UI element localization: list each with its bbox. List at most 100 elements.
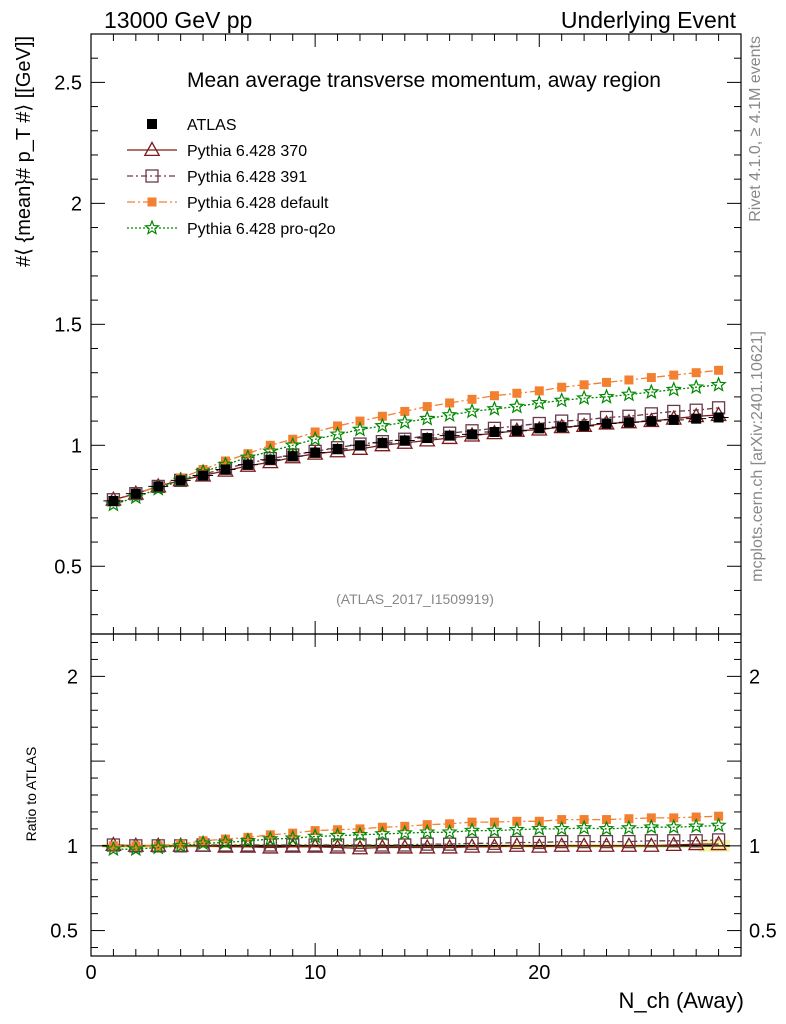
ratio-point-pythia-6-428-370 — [553, 837, 570, 852]
ratio-point-pythia-6-428-pro-q2o — [688, 817, 705, 834]
ratio-point-pythia-6-428-pro-q2o — [396, 824, 413, 841]
y-tick-label: 2 — [71, 193, 82, 215]
ratio-point-pythia-6-428-391 — [398, 838, 412, 852]
data-point-pythia-6-428-default — [243, 449, 253, 459]
legend-marker-pythia-6-428-default — [147, 197, 157, 207]
data-point-pythia-6-428-default — [669, 370, 679, 380]
data-point-pythia-6-428-pro-q2o — [531, 394, 548, 410]
ratio-line-pythia-6-428-391 — [113, 839, 719, 847]
ratio-point-pythia-6-428-391 — [353, 838, 367, 852]
data-point-pythia-6-428-default — [624, 375, 634, 385]
data-point-pythia-6-428-default — [579, 380, 589, 390]
ratio-tick-label-right: 0.5 — [749, 921, 777, 943]
ratio-point-pythia-6-428-default — [624, 814, 634, 824]
ratio-point-pythia-6-428-pro-q2o — [553, 820, 570, 836]
legend-entry-pythia-6-428-370: Pythia 6.428 370 — [127, 141, 307, 160]
data-point-pythia-6-428-pro-q2o — [396, 413, 413, 430]
ratio-point-pythia-6-428-391 — [465, 836, 479, 850]
legend-marker-pythia-6-428-pro-q2o — [143, 219, 161, 235]
y-axis-label: #⟨ {mean}# p_T #⟩ [[GeV]] — [13, 36, 35, 267]
legend: ATLAS Pythia 6.428 370 Pythia 6.428 391 Pyt… — [127, 117, 336, 238]
ratio-point-pythia-6-428-391 — [532, 835, 546, 850]
ratio-point-pythia-6-428-pro-q2o — [643, 818, 660, 835]
analysis-id: (ATLAS_2017_I1509919) — [336, 591, 494, 607]
data-point-pythia-6-428-default — [220, 456, 230, 466]
legend-label-pythia-6-428-370: Pythia 6.428 370 — [187, 143, 307, 160]
ratio-point-pythia-6-428-default — [176, 839, 186, 849]
ratio-point-pythia-6-428-370 — [329, 838, 346, 854]
ratio-point-pythia-6-428-pro-q2o — [531, 820, 548, 836]
ratio-series-pythia-6-428-pro-q2o — [105, 816, 727, 857]
data-point-pythia-6-428-pro-q2o — [643, 383, 660, 399]
ratio-point-pythia-6-428-391 — [510, 835, 524, 850]
ratio-point-pythia-6-428-default — [602, 815, 612, 825]
ratio-point-pythia-6-428-default — [714, 811, 724, 821]
ratio-point-pythia-6-428-pro-q2o — [486, 822, 503, 838]
ratio-point-pythia-6-428-391 — [577, 834, 591, 849]
data-point-pythia-6-428-pro-q2o — [553, 391, 570, 408]
ratio-point-pythia-6-428-pro-q2o — [419, 823, 436, 840]
data-point-pythia-6-428-default — [714, 365, 724, 375]
ratio-point-pythia-6-428-370 — [262, 838, 279, 854]
ratio-point-pythia-6-428-pro-q2o — [307, 827, 324, 844]
data-point-pythia-6-428-default — [467, 394, 477, 404]
y-tick-label: 1.5 — [54, 314, 82, 336]
series-line-pythia-6-428-370 — [113, 414, 719, 501]
ratio-point-pythia-6-428-370 — [418, 838, 436, 854]
axes-layer: 0 10 20 0.5 1 1.5 2 2.5 0.5 0.5 1 1 2 2 — [50, 33, 777, 984]
ratio-point-pythia-6-428-391 — [644, 834, 658, 848]
data-point-pythia-6-428-pro-q2o — [620, 385, 638, 402]
ratio-point-pythia-6-428-pro-q2o — [351, 826, 369, 842]
ratio-point-pythia-6-428-370 — [508, 837, 526, 852]
ratio-point-pythia-6-428-370 — [396, 838, 414, 854]
ratio-point-pythia-6-428-pro-q2o — [374, 825, 391, 841]
ratio-point-pythia-6-428-default — [198, 836, 208, 846]
ratio-tick-label-left: 1 — [67, 836, 78, 858]
ratio-point-pythia-6-428-pro-q2o — [284, 829, 301, 846]
data-point-pythia-6-428-pro-q2o — [262, 442, 279, 459]
x-tick-label: 10 — [304, 962, 326, 984]
data-point-pythia-6-428-default — [646, 373, 656, 383]
ratio-point-pythia-6-428-370 — [643, 837, 660, 852]
header-left: 13000 GeV pp — [104, 7, 252, 33]
ratio-point-pythia-6-428-pro-q2o — [127, 840, 144, 857]
legend-entry-pythia-6-428-391: Pythia 6.428 391 — [127, 169, 307, 186]
ratio-series-layer — [105, 811, 727, 857]
ratio-point-pythia-6-428-370 — [463, 837, 481, 853]
data-point-pythia-6-428-default — [602, 377, 612, 387]
ratio-point-pythia-6-428-pro-q2o — [508, 821, 525, 837]
ratio-point-pythia-6-428-pro-q2o — [598, 820, 615, 836]
ratio-point-pythia-6-428-default — [288, 828, 298, 838]
data-point-pythia-6-428-pro-q2o — [351, 421, 369, 437]
ratio-point-pythia-6-428-370 — [530, 837, 548, 853]
legend-marker-pythia-6-428-391 — [145, 169, 159, 183]
data-point-pythia-6-428-pro-q2o — [575, 389, 593, 406]
ratio-point-pythia-6-428-370 — [710, 835, 727, 851]
data-point-pythia-6-428-default — [534, 386, 544, 396]
x-tick-label: 0 — [85, 962, 96, 984]
data-point-pythia-6-428-pro-q2o — [441, 406, 458, 422]
data-point-pythia-6-428-pro-q2o — [486, 400, 503, 416]
ratio-point-pythia-6-428-default — [153, 841, 163, 851]
legend-marker-atlas — [147, 119, 157, 129]
y-tick-label: 2.5 — [54, 72, 82, 94]
y-tick-label: 1 — [71, 435, 82, 457]
data-point-pythia-6-428-pro-q2o — [710, 376, 727, 392]
ratio-point-pythia-6-428-pro-q2o — [239, 832, 257, 848]
ratio-tick-label-left: 2 — [67, 666, 78, 688]
ratio-point-pythia-6-428-default — [669, 813, 679, 823]
data-point-pythia-6-428-pro-q2o — [688, 378, 705, 395]
ratio-point-pythia-6-428-default — [557, 815, 567, 825]
series-line-pythia-6-428-default — [113, 369, 719, 502]
ratio-point-pythia-6-428-default — [108, 841, 118, 851]
ratio-point-pythia-6-428-pro-q2o — [575, 819, 593, 835]
ratio-point-pythia-6-428-370 — [620, 837, 638, 852]
ratio-point-pythia-6-428-391 — [667, 834, 681, 848]
data-point-pythia-6-428-default — [422, 402, 432, 412]
series-line-pythia-6-428-391 — [113, 407, 719, 501]
ratio-point-pythia-6-428-pro-q2o — [194, 834, 212, 851]
x-tick-label: 20 — [528, 962, 550, 984]
legend-entry-atlas: ATLAS — [147, 117, 237, 134]
ratio-point-pythia-6-428-370 — [687, 835, 705, 851]
legend-entry-pythia-6-428-default: Pythia 6.428 default — [127, 195, 329, 212]
